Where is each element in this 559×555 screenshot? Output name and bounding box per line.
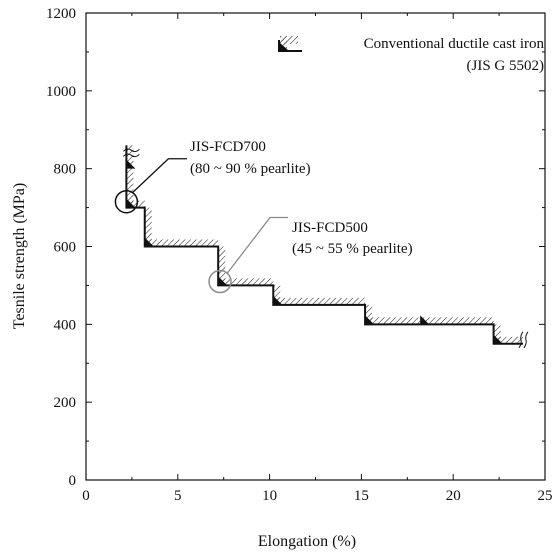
annotations xyxy=(114,158,288,294)
hatch-segment xyxy=(218,278,274,286)
annotation-fcd700-detail: (80 ~ 90 % pearlite) xyxy=(190,161,311,177)
legend-swatch-marker xyxy=(279,42,289,51)
y-tick-label: 1000 xyxy=(46,84,76,100)
hatch-segment xyxy=(365,304,373,325)
x-axis-ticks: 0 5 10 15 20 25 xyxy=(82,13,553,504)
grade-marker xyxy=(126,159,136,169)
y-tick-label: 600 xyxy=(54,240,77,256)
y-axis-label: Tesnile strength (MPa) xyxy=(11,183,28,329)
grade-marker xyxy=(365,315,375,325)
annotation-fcd700-leader xyxy=(131,158,187,194)
hatch-segment xyxy=(273,285,281,305)
legend-label: Conventional ductile cast iron xyxy=(364,36,545,52)
annotation-fcd500-leader xyxy=(226,216,288,274)
legend: Conventional ductile cast iron (JIS G 55… xyxy=(278,36,545,74)
annotation-fcd500-grade: JIS-FCD500 xyxy=(292,220,368,236)
hatch-segment xyxy=(273,297,366,305)
grade-marker xyxy=(493,334,503,344)
x-tick-label: 20 xyxy=(446,488,461,504)
y-tick-label: 0 xyxy=(69,473,77,489)
x-tick-label: 5 xyxy=(174,488,182,504)
hatch-segment xyxy=(493,324,501,344)
x-tick-label: 15 xyxy=(354,488,369,504)
hatch-segment xyxy=(493,336,523,344)
annotation-fcd700-circle xyxy=(114,189,139,214)
y-tick-label: 400 xyxy=(54,317,77,333)
legend-swatch-hatch xyxy=(280,36,298,44)
y-tick-label: 1200 xyxy=(46,6,76,22)
hatch-segment xyxy=(365,317,494,325)
annotation-fcd700-grade: JIS-FCD700 xyxy=(190,139,266,155)
break-mark-top xyxy=(123,148,140,158)
legend-standard: (JIS G 5502) xyxy=(467,58,545,74)
x-tick-label: 10 xyxy=(262,488,277,504)
grade-marker xyxy=(273,295,283,305)
x-axis-label: Elongation (%) xyxy=(258,533,356,550)
legend-swatch-hatch-v xyxy=(280,36,287,50)
grade-marker xyxy=(144,237,154,247)
hatch-segment xyxy=(144,239,219,247)
break-mark-end xyxy=(518,331,529,349)
grade-marker xyxy=(218,276,228,286)
hatch-segment xyxy=(144,207,152,247)
y-tick-label: 800 xyxy=(54,162,77,178)
x-tick-label: 0 xyxy=(82,488,90,504)
annotation-fcd700: JIS-FCD700 (80 ~ 90 % pearlite) xyxy=(190,139,311,177)
annotation-fcd500-circle xyxy=(208,269,232,294)
series-line xyxy=(125,145,523,345)
hatch-segment xyxy=(126,200,145,208)
annotation-fcd500-detail: (45 ~ 55 % pearlite) xyxy=(292,241,413,257)
grade-markers xyxy=(126,159,503,344)
series-layer xyxy=(123,145,529,349)
y-axis-ticks: 0 200 400 600 800 1000 1200 xyxy=(46,6,545,489)
x-tick-label: 25 xyxy=(538,488,553,504)
y-tick-label: 200 xyxy=(54,395,77,411)
hatch-band xyxy=(126,145,523,344)
hatch-segment xyxy=(218,246,226,286)
grade-marker xyxy=(126,198,136,208)
legend-swatch xyxy=(278,36,302,52)
grade-marker xyxy=(420,315,430,325)
hatch-segment xyxy=(126,145,134,208)
annotation-fcd500: JIS-FCD500 (45 ~ 55 % pearlite) xyxy=(292,220,413,257)
